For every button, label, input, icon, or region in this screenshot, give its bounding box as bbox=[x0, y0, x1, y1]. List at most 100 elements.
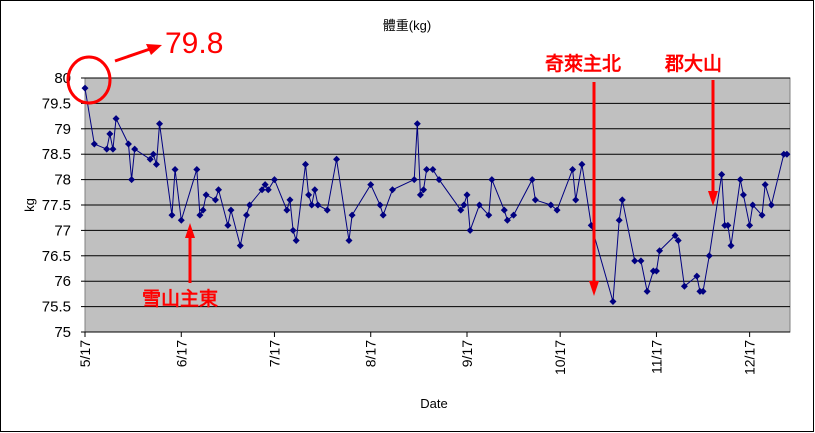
data-point bbox=[264, 186, 272, 194]
data-point bbox=[656, 247, 664, 255]
data-point bbox=[156, 120, 164, 128]
x-tick-label: 8/17 bbox=[363, 340, 379, 367]
data-point bbox=[211, 196, 219, 204]
data-point bbox=[171, 165, 179, 173]
data-point bbox=[423, 165, 431, 173]
data-point bbox=[202, 191, 210, 199]
data-point bbox=[388, 186, 396, 194]
arrow bbox=[114, 47, 151, 63]
x-tick-label: 9/17 bbox=[459, 340, 475, 367]
data-point bbox=[379, 211, 387, 219]
data-point bbox=[109, 145, 117, 153]
data-point bbox=[615, 216, 623, 224]
data-point bbox=[199, 206, 207, 214]
data-point bbox=[528, 176, 536, 184]
data-point bbox=[724, 221, 732, 229]
data-point bbox=[503, 216, 511, 224]
data-point bbox=[323, 206, 331, 214]
y-tick-label: 75 bbox=[54, 324, 71, 341]
data-point bbox=[637, 257, 645, 265]
data-point bbox=[643, 287, 651, 295]
x-axis-label: Date bbox=[420, 396, 447, 411]
data-point bbox=[242, 211, 250, 219]
data-point bbox=[270, 176, 278, 184]
y-axis-label: kg bbox=[22, 198, 37, 212]
data-point bbox=[236, 242, 244, 250]
data-point bbox=[783, 150, 791, 158]
data-point bbox=[103, 145, 111, 153]
x-tick-label: 5/17 bbox=[77, 340, 93, 367]
annotation: 79.8 bbox=[165, 27, 223, 60]
data-point bbox=[705, 252, 713, 260]
data-point bbox=[146, 155, 154, 163]
y-tick-label: 78 bbox=[54, 172, 71, 189]
data-point bbox=[500, 206, 508, 214]
y-tick-label: 75.5 bbox=[42, 299, 71, 316]
y-tick-label: 76 bbox=[54, 273, 71, 290]
data-point bbox=[131, 145, 139, 153]
data-point bbox=[553, 206, 561, 214]
x-tick-label: 7/17 bbox=[266, 340, 282, 367]
y-tick-label: 78.5 bbox=[42, 146, 71, 163]
data-point bbox=[149, 150, 157, 158]
data-point bbox=[289, 226, 297, 234]
annotation: 雪山主東 bbox=[142, 287, 218, 310]
data-point bbox=[718, 171, 726, 179]
data-point bbox=[168, 211, 176, 219]
x-tick-label: 12/17 bbox=[742, 340, 758, 375]
data-point bbox=[196, 211, 204, 219]
data-point bbox=[283, 206, 291, 214]
data-point bbox=[177, 216, 185, 224]
arrow-head bbox=[589, 281, 599, 296]
data-point bbox=[305, 191, 313, 199]
data-point bbox=[124, 140, 132, 148]
data-point bbox=[746, 221, 754, 229]
y-tick-label: 79.5 bbox=[42, 95, 71, 112]
data-point bbox=[727, 242, 735, 250]
annotation: 郡大山 bbox=[664, 52, 722, 75]
data-point bbox=[292, 237, 300, 245]
data-point bbox=[246, 201, 254, 209]
data-point bbox=[348, 211, 356, 219]
data-point bbox=[466, 226, 474, 234]
annotation: 奇萊主北 bbox=[545, 52, 621, 75]
highlight-circle bbox=[66, 55, 112, 105]
data-point bbox=[112, 115, 120, 123]
data-point bbox=[224, 221, 232, 229]
data-point bbox=[345, 237, 353, 245]
data-point bbox=[463, 191, 471, 199]
arrow-head bbox=[708, 191, 718, 206]
data-point bbox=[761, 181, 769, 189]
data-point bbox=[693, 272, 701, 280]
data-point bbox=[429, 165, 437, 173]
data-point bbox=[618, 196, 626, 204]
data-point bbox=[488, 176, 496, 184]
y-tick-label: 77 bbox=[54, 222, 71, 239]
data-point bbox=[128, 176, 136, 184]
data-point bbox=[736, 176, 744, 184]
data-point bbox=[314, 201, 322, 209]
data-point bbox=[81, 84, 89, 92]
data-point bbox=[416, 191, 424, 199]
data-point bbox=[410, 176, 418, 184]
y-tick-label: 79 bbox=[54, 121, 71, 138]
data-point bbox=[767, 201, 775, 209]
data-point bbox=[572, 196, 580, 204]
data-point bbox=[376, 201, 384, 209]
data-point bbox=[308, 201, 316, 209]
x-tick-label: 6/17 bbox=[173, 340, 189, 367]
y-tick-label: 76.5 bbox=[42, 248, 71, 265]
data-point bbox=[569, 165, 577, 173]
data-point bbox=[652, 267, 660, 275]
data-point bbox=[90, 140, 98, 148]
series-line bbox=[84, 88, 787, 302]
data-point bbox=[671, 231, 679, 239]
chart-title: 體重(kg) bbox=[383, 18, 431, 33]
data-point bbox=[475, 201, 483, 209]
data-point bbox=[420, 186, 428, 194]
data-point bbox=[739, 191, 747, 199]
data-point bbox=[531, 196, 539, 204]
data-point bbox=[193, 165, 201, 173]
data-point bbox=[106, 130, 114, 138]
